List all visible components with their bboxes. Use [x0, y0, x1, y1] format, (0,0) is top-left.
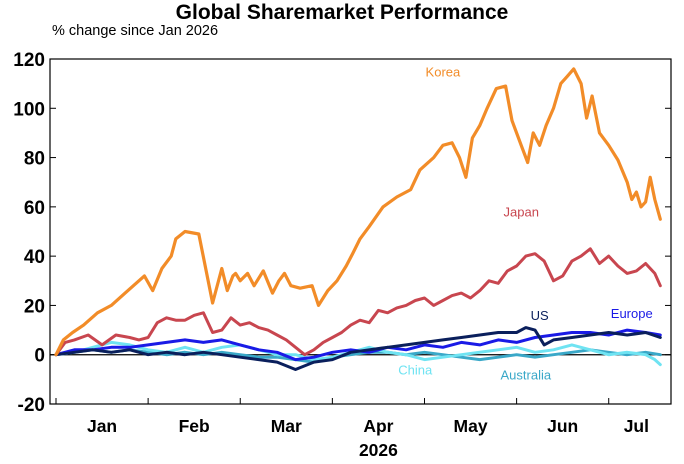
- series-label-us: US: [531, 308, 549, 323]
- axis-layer: -20 0 20 40 60 80 100 120: [13, 50, 671, 416]
- x-axis-year-label: 2026: [359, 440, 398, 460]
- series-label-europe: Europe: [611, 306, 653, 321]
- x-tick-label: Jun: [547, 416, 578, 436]
- y-tick-label: 100: [13, 99, 45, 120]
- plot-frame: [49, 58, 672, 405]
- series-label-korea: Korea: [426, 64, 461, 79]
- x-tick-label: Mar: [271, 416, 302, 436]
- x-tick-label: Apr: [363, 416, 393, 436]
- y-tick-label: 80: [24, 149, 45, 170]
- y-tick-label: 40: [24, 247, 45, 268]
- series-layer: [54, 67, 662, 371]
- x-tick-label: May: [454, 416, 488, 436]
- y-tick-label: 0: [34, 346, 45, 367]
- chart-subtitle: % change since Jan 2026: [52, 23, 219, 39]
- chart-title: Global Sharemarket Performance: [175, 1, 509, 24]
- series-label-japan: Japan: [504, 205, 539, 220]
- x-tick-label: Feb: [179, 416, 210, 436]
- label-layer: Jan Feb Mar Apr May Jun Jul 2026 Australia China E…: [87, 64, 653, 460]
- x-tick-label: Jul: [624, 416, 649, 436]
- series-label-australia: Australia: [501, 367, 552, 382]
- series-line-korea: [54, 67, 662, 357]
- series-line-china: [54, 340, 662, 367]
- series-label-china: China: [398, 362, 433, 377]
- y-tick-label: 20: [24, 296, 45, 317]
- y-tick-label: -20: [18, 395, 45, 416]
- y-tick-label: 60: [24, 198, 45, 219]
- x-tick-label: Jan: [87, 416, 117, 436]
- series-line-us: [54, 326, 662, 371]
- series-line-japan: [54, 247, 662, 357]
- y-tick-label: 120: [13, 50, 45, 71]
